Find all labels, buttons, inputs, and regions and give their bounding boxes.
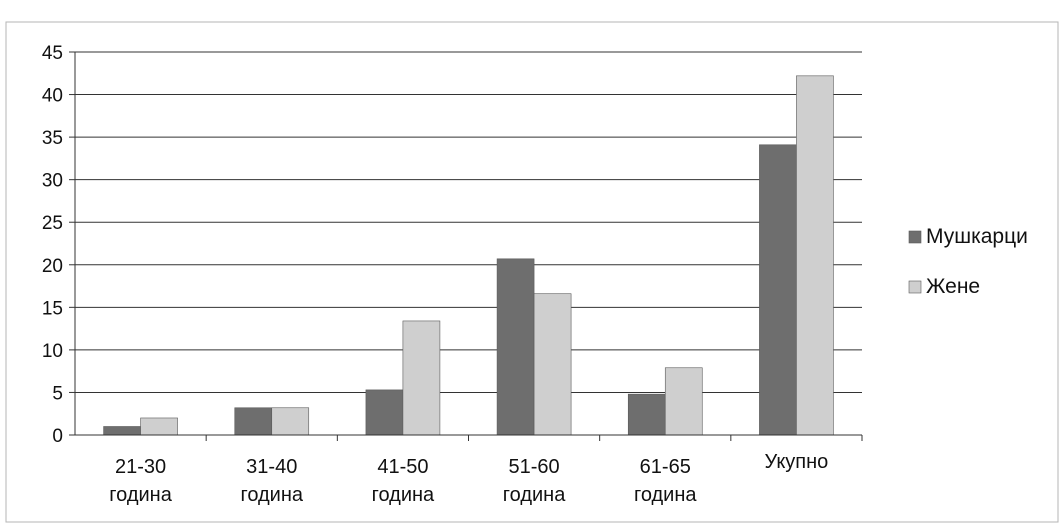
legend-swatch-1 bbox=[908, 280, 922, 294]
bar-Жене-2 bbox=[402, 320, 441, 436]
x-tick-label-line: 31-40 bbox=[246, 456, 297, 478]
x-tick-label-line: 41-50 bbox=[377, 456, 428, 478]
legend-label-0: Мушкарци bbox=[926, 225, 1028, 248]
x-tick-label-line: година bbox=[109, 484, 172, 506]
x-tick-label: 21-30 година bbox=[109, 456, 172, 506]
bar-Мушкарци-1 bbox=[234, 407, 273, 436]
x-tick-label: 41-50 година bbox=[372, 456, 435, 506]
bar-Мушкарци-2 bbox=[365, 389, 404, 436]
legend: Мушкарци Жене bbox=[908, 225, 1028, 298]
bars bbox=[103, 75, 834, 436]
y-tick-label: 0 bbox=[52, 426, 63, 447]
bar-Мушкарци-4 bbox=[627, 393, 666, 436]
bar-Мушкарци-0 bbox=[103, 426, 141, 436]
bar-Жене-3 bbox=[533, 293, 572, 436]
x-tick-label-line: година bbox=[634, 484, 697, 506]
legend-swatch-0 bbox=[908, 230, 922, 244]
x-tick-label-line: 21-30 bbox=[115, 456, 166, 478]
bar-Жене-1 bbox=[271, 407, 310, 436]
bar-Жене-0 bbox=[140, 417, 178, 436]
y-tick-label: 25 bbox=[42, 213, 63, 234]
y-tick-label: 30 bbox=[42, 171, 63, 192]
x-tick-label-line: 51-60 bbox=[509, 456, 560, 478]
x-tick-label: Укупно bbox=[765, 451, 829, 473]
x-tick-label-line: Укупно bbox=[765, 451, 829, 473]
bar-Жене-5 bbox=[796, 75, 834, 436]
y-tick-label: 45 bbox=[42, 43, 63, 64]
x-tick-label-line: година bbox=[503, 484, 566, 506]
x-tick-label: 31-40 година bbox=[240, 456, 303, 506]
bar-Мушкарци-5 bbox=[759, 144, 797, 436]
x-tick-label-line: година bbox=[240, 484, 303, 506]
y-tick-label: 15 bbox=[42, 298, 63, 319]
y-tick-label: 20 bbox=[42, 256, 63, 277]
x-tick-label: 61-65 година bbox=[634, 456, 697, 506]
x-tick-label: 51-60 година bbox=[503, 456, 566, 506]
bar-Жене-4 bbox=[664, 367, 703, 436]
y-tick-label: 10 bbox=[42, 341, 63, 362]
bar-Мушкарци-3 bbox=[496, 258, 535, 436]
x-tick-label-line: година bbox=[372, 484, 435, 506]
gridlines bbox=[75, 51, 862, 393]
x-tick-label-line: 61-65 bbox=[640, 456, 691, 478]
axes: 0 5 10 15 20 25 30 35 40 45 21-30 година 31-40 година… bbox=[42, 43, 863, 506]
y-tick-label: 5 bbox=[52, 383, 63, 404]
y-tick-label: 35 bbox=[42, 128, 63, 149]
legend-label-1: Жене bbox=[926, 275, 980, 298]
y-tick-label: 40 bbox=[42, 86, 63, 107]
